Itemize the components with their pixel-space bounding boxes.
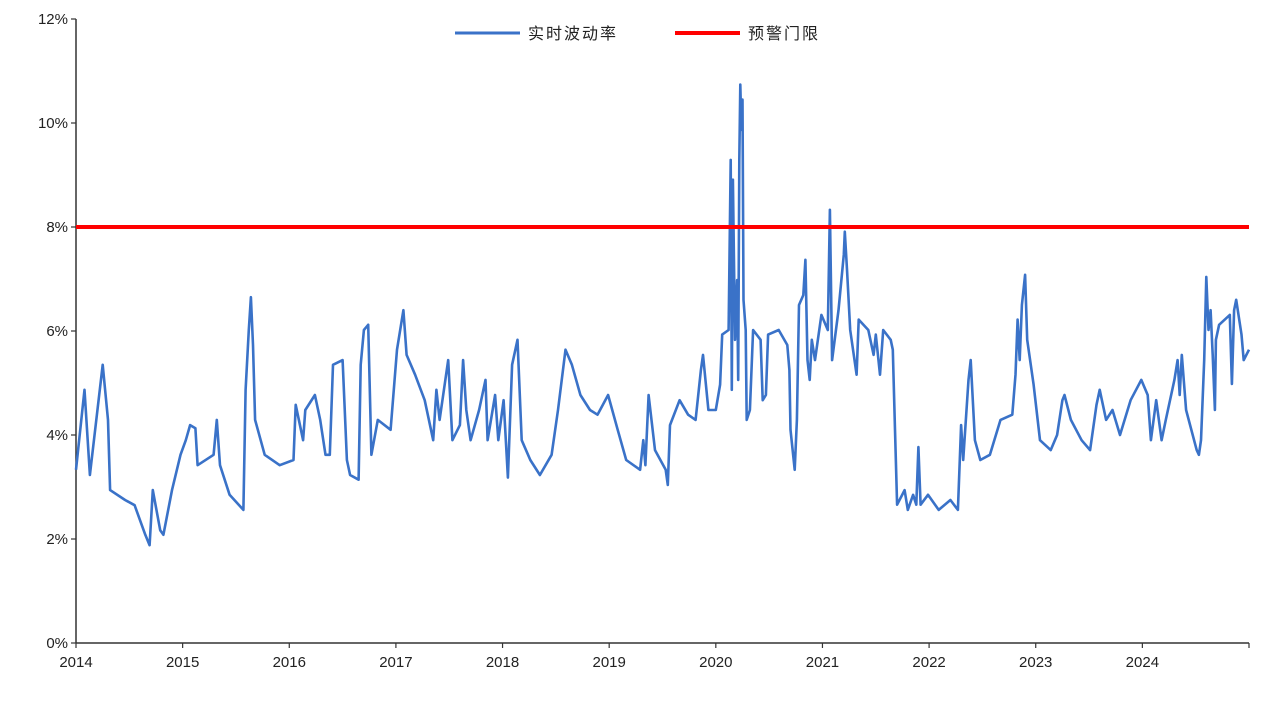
- y-tick-label: 10%: [38, 115, 68, 132]
- x-tick-label: 2019: [592, 654, 625, 671]
- x-tick-label: 2021: [806, 654, 839, 671]
- x-tick-label: 2022: [912, 654, 945, 671]
- x-tick-label: 2024: [1126, 654, 1159, 671]
- axes: 0% 2% 4% 6% 8% 10% 12% 2014 2015 2016 2017 2018 2019…: [38, 11, 1250, 671]
- y-tick-label: 0%: [46, 635, 68, 652]
- x-tick-label: 2014: [59, 654, 92, 671]
- x-tick-label: 2023: [1019, 654, 1052, 671]
- legend-label-realtime-volatility: 实时波动率: [528, 25, 618, 43]
- y-tick-label: 2%: [46, 531, 68, 548]
- y-tick-label: 4%: [46, 427, 68, 444]
- x-tick-label: 2020: [699, 654, 732, 671]
- x-tick-label: 2016: [273, 654, 306, 671]
- plot-area: [74, 83, 1251, 547]
- legend-label-warning-threshold: 预警门限: [748, 25, 820, 43]
- x-tick-label: 2018: [486, 654, 519, 671]
- x-tick-label: 2015: [166, 654, 199, 671]
- y-tick-label: 8%: [46, 219, 68, 236]
- legend: 实时波动率 预警门限: [455, 25, 820, 43]
- series-line-realtime-volatility: [74, 83, 1251, 547]
- y-tick-label: 12%: [38, 11, 68, 28]
- x-tick-label: 2017: [379, 654, 412, 671]
- y-tick-label: 6%: [46, 323, 68, 340]
